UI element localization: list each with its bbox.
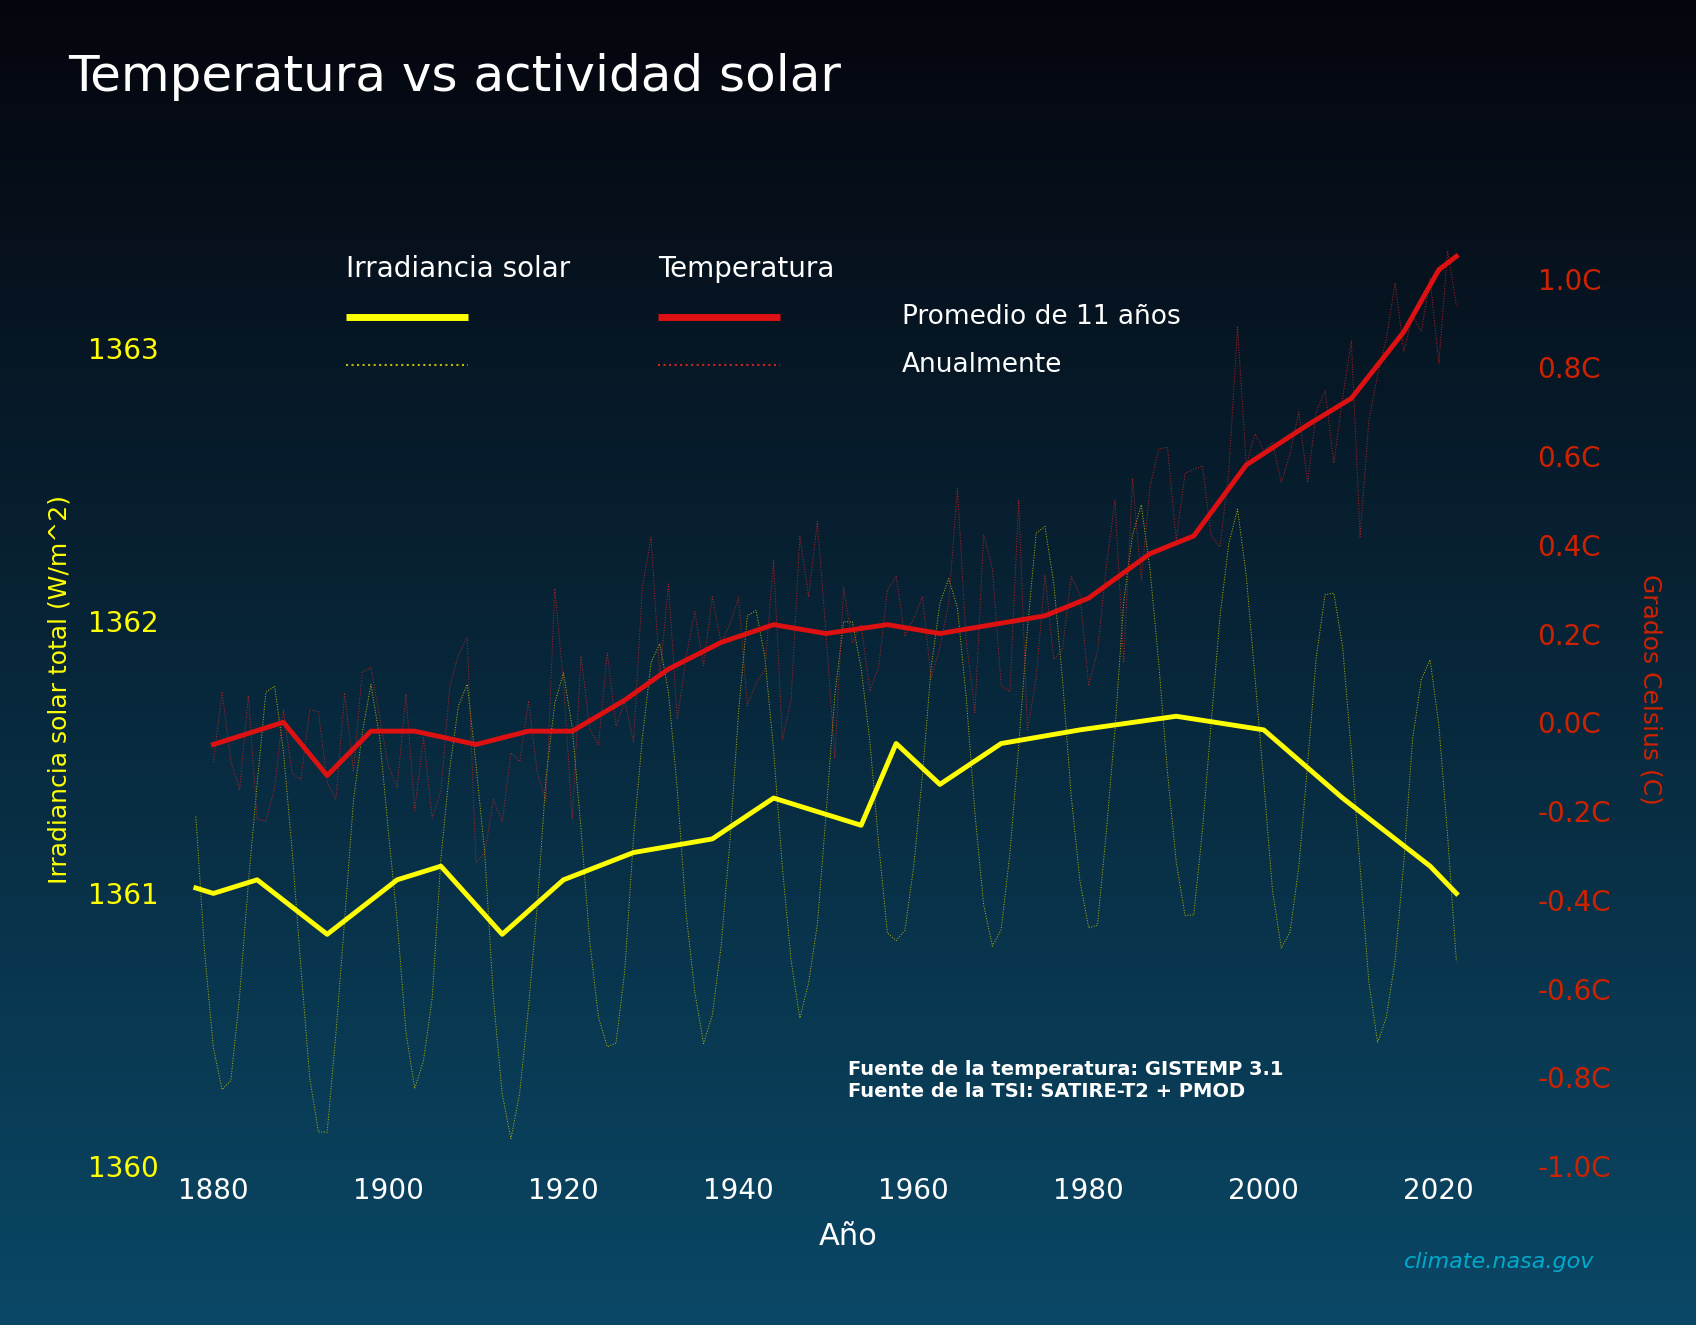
Y-axis label: Irradiancia solar total (W/m^2): Irradiancia solar total (W/m^2) — [47, 494, 71, 884]
Text: Promedio de 11 años: Promedio de 11 años — [902, 303, 1180, 330]
Text: Fuente de la temperatura: GISTEMP 3.1
Fuente de la TSI: SATIRE-T2 + PMOD: Fuente de la temperatura: GISTEMP 3.1 Fu… — [848, 1060, 1284, 1101]
Text: Temperatura vs actividad solar: Temperatura vs actividad solar — [68, 53, 841, 101]
Text: climate.nasa.gov: climate.nasa.gov — [1404, 1252, 1594, 1272]
Text: Irradiancia solar: Irradiancia solar — [346, 256, 570, 284]
Text: Temperatura: Temperatura — [658, 256, 834, 284]
X-axis label: Año: Año — [819, 1222, 877, 1251]
Text: Anualmente: Anualmente — [902, 351, 1063, 378]
Y-axis label: Grados Celsius (C): Grados Celsius (C) — [1638, 574, 1662, 804]
